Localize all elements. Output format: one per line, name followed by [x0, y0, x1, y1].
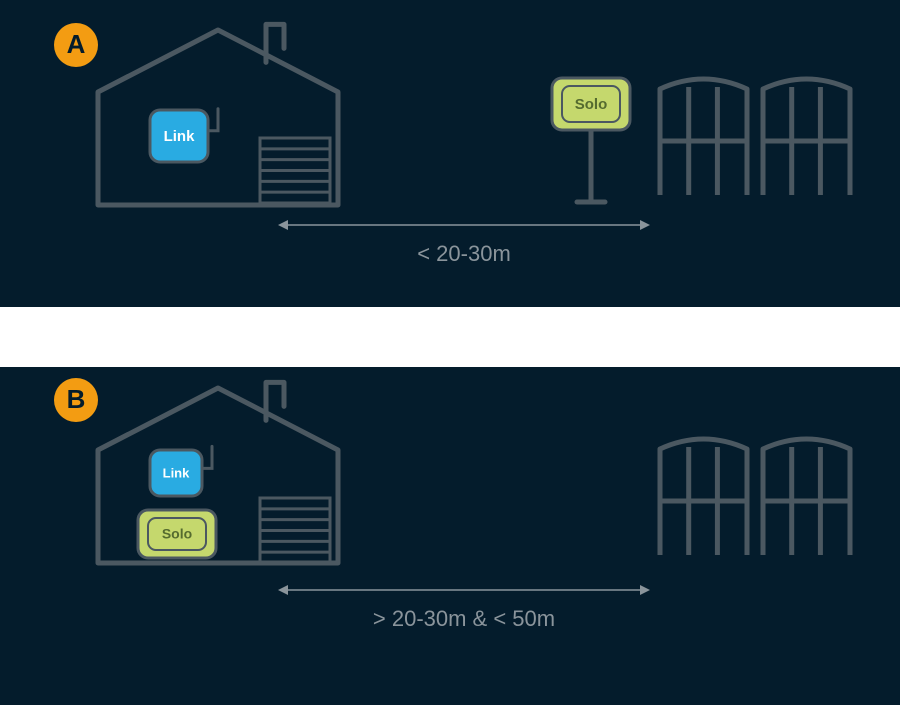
gate-leaf: [660, 79, 747, 195]
distance-arrow: [278, 220, 650, 230]
link-device-label: Link: [164, 128, 195, 145]
link-device: Link: [150, 446, 212, 496]
distance-arrow: [278, 585, 650, 595]
house-outline: [98, 388, 338, 563]
distance-label: > 20-30m & < 50m: [373, 606, 555, 631]
gate-leaf: [763, 439, 850, 555]
scenario-badge-label: A: [67, 29, 86, 59]
solo-device-label: Solo: [575, 96, 608, 113]
scenario-badge-label: B: [67, 384, 86, 414]
solo-device: Solo: [138, 510, 216, 558]
gate-leaf: [763, 79, 850, 195]
distance-label: < 20-30m: [417, 241, 511, 266]
link-device: Link: [150, 109, 218, 162]
link-device-label: Link: [163, 465, 190, 480]
panel-separator: [0, 307, 900, 367]
solo-device: Solo: [552, 78, 630, 130]
solo-device-label: Solo: [162, 526, 192, 542]
gate-leaf: [660, 439, 747, 555]
